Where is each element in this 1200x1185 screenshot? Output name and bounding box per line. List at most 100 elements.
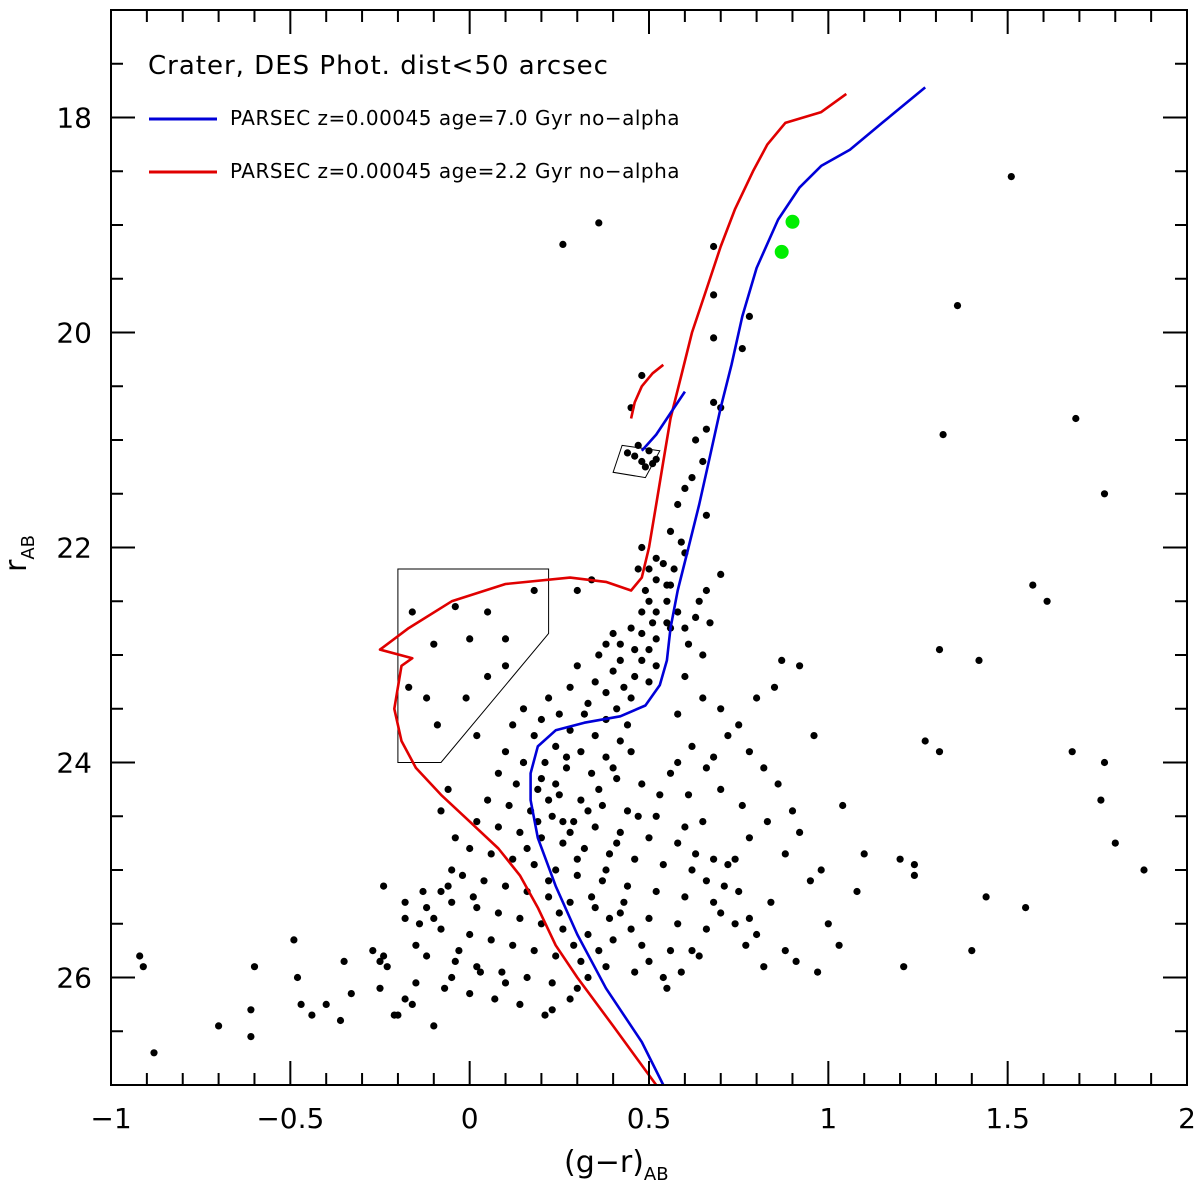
star-point [623, 807, 632, 815]
star-point [501, 635, 510, 643]
star-point [423, 694, 431, 702]
star-point [380, 882, 388, 890]
star-point [717, 570, 725, 579]
star-point [638, 780, 646, 788]
star-point [609, 936, 617, 944]
star-point [566, 683, 574, 691]
star-point [724, 861, 732, 869]
star-point [652, 554, 660, 562]
star-point [577, 748, 585, 756]
star-point [545, 877, 553, 885]
star-point [702, 877, 711, 885]
star-point [921, 737, 929, 745]
star-point [573, 586, 581, 595]
star-point [537, 715, 546, 724]
star-point [573, 984, 581, 992]
star-point [699, 818, 707, 826]
star-point [369, 947, 377, 955]
star-point [770, 683, 779, 691]
star-point [494, 769, 502, 777]
star-point [559, 240, 567, 248]
star-point [466, 990, 474, 998]
star-point [796, 662, 804, 670]
star-point [347, 990, 355, 998]
star-point [505, 801, 513, 810]
star-point [659, 560, 667, 568]
star-point [681, 624, 689, 632]
star-point [623, 449, 632, 457]
star-point [953, 302, 962, 310]
star-point [580, 844, 589, 853]
star-point [530, 861, 538, 869]
star-point [631, 968, 639, 976]
star-point [473, 732, 481, 740]
star-point [462, 694, 470, 702]
isochrone-line-3 [629, 363, 665, 419]
star-point [767, 898, 775, 906]
star-point [720, 882, 728, 890]
star-point [545, 893, 553, 901]
star-point [1140, 866, 1148, 874]
star-point [559, 839, 567, 847]
star-point [674, 500, 682, 509]
star-point [778, 656, 786, 665]
star-point [591, 678, 599, 686]
star-point [645, 957, 653, 966]
star-point [753, 694, 761, 702]
star-point [896, 855, 904, 863]
star-point [745, 834, 754, 842]
star-point [975, 656, 983, 665]
star-point [401, 898, 409, 906]
star-point [1072, 414, 1080, 423]
star-point [501, 662, 510, 670]
star-point [613, 705, 621, 713]
star-point [602, 866, 610, 874]
star-point [663, 597, 671, 605]
star-point [541, 1011, 549, 1019]
star-point [247, 1006, 255, 1014]
star-point [613, 839, 621, 847]
star-point [666, 527, 675, 536]
star-point [376, 957, 384, 966]
axis-ticks [110, 9, 1188, 1086]
star-point [699, 651, 707, 659]
star-point [491, 995, 499, 1003]
star-point [652, 608, 660, 616]
star-point [215, 1022, 223, 1030]
star-point [710, 242, 718, 251]
highlight-star [774, 244, 789, 259]
star-point [663, 984, 671, 992]
star-point [702, 586, 711, 595]
star-point [448, 973, 456, 982]
star-point [591, 823, 599, 831]
y-tick-label: 26 [56, 962, 92, 995]
star-point [706, 619, 714, 627]
star-point [613, 775, 621, 783]
star-point [935, 748, 944, 756]
star-point [376, 984, 384, 992]
star-point [498, 968, 506, 976]
star-point [688, 866, 696, 874]
star-point [419, 887, 427, 896]
star-point [548, 979, 556, 987]
star-point [509, 941, 517, 949]
x-tick-label: 0 [461, 1102, 479, 1135]
star-point [792, 957, 800, 966]
star-point [290, 936, 298, 944]
star-point [681, 893, 689, 901]
y-tick-label: 20 [56, 317, 92, 350]
isochrone-line-0 [529, 86, 927, 1086]
star-point [573, 855, 581, 863]
star-point [516, 828, 524, 837]
star-point [588, 769, 596, 777]
star-point [638, 608, 646, 616]
y-axis-title: rAB [0, 535, 39, 572]
star-point [541, 758, 549, 767]
star-point [523, 844, 531, 853]
star-point [745, 312, 754, 320]
star-point [1068, 748, 1076, 756]
star-point [408, 1000, 416, 1009]
star-point [763, 818, 772, 826]
star-point [638, 656, 646, 665]
star-point [598, 877, 607, 885]
